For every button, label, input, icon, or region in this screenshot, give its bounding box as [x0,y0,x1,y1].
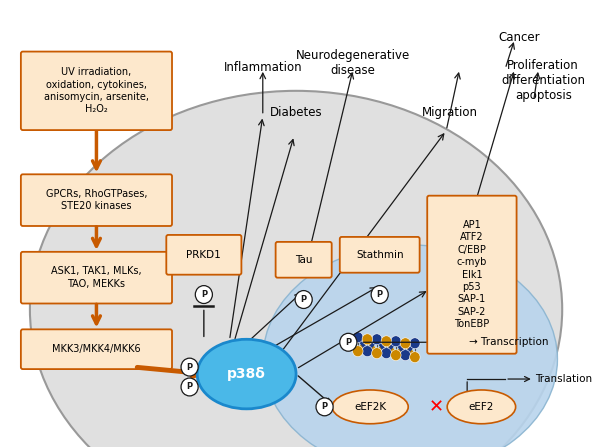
Text: Migration: Migration [422,106,478,119]
Text: Translation: Translation [535,374,592,384]
Circle shape [353,346,363,357]
FancyBboxPatch shape [21,329,172,369]
Text: AP1
ATF2
C/EBP
c-myb
Elk1
p53
SAP-1
SAP-2
TonEBP: AP1 ATF2 C/EBP c-myb Elk1 p53 SAP-1 SAP-… [454,220,490,329]
FancyBboxPatch shape [275,242,332,278]
Text: UV irradiation,
oxidation, cytokines,
anisomycin, arsenite,
H₂O₂: UV irradiation, oxidation, cytokines, an… [44,67,149,114]
Circle shape [353,332,363,343]
Text: P: P [187,383,193,392]
Text: p38δ: p38δ [227,367,266,381]
FancyBboxPatch shape [21,52,172,130]
Circle shape [410,338,420,349]
Circle shape [316,398,333,416]
Text: eEF2K: eEF2K [354,402,386,412]
Circle shape [362,346,373,357]
FancyBboxPatch shape [427,196,517,353]
FancyBboxPatch shape [21,174,172,226]
Text: ✕: ✕ [429,398,444,416]
FancyBboxPatch shape [21,252,172,303]
Text: → Transcription: → Transcription [469,337,548,347]
Circle shape [195,286,212,303]
Text: Proliferation
differentiation
apoptosis: Proliferation differentiation apoptosis [501,59,585,102]
Text: P: P [201,290,207,299]
Circle shape [340,333,357,351]
Circle shape [295,291,312,309]
Text: Stathmin: Stathmin [356,250,404,260]
Ellipse shape [30,91,562,448]
Ellipse shape [447,390,515,424]
Circle shape [410,352,420,362]
Text: Inflammation: Inflammation [223,61,302,74]
Text: P: P [377,290,383,299]
Text: eEF2: eEF2 [469,402,494,412]
FancyBboxPatch shape [340,237,419,273]
Ellipse shape [263,245,557,448]
Circle shape [381,336,392,347]
Text: P: P [345,338,352,347]
Text: MKK3/MKK4/MKK6: MKK3/MKK4/MKK6 [52,344,141,354]
Circle shape [371,348,382,359]
Text: Neurodegenerative
disease: Neurodegenerative disease [296,49,410,77]
Text: P: P [322,402,328,411]
Text: Tau: Tau [295,255,313,265]
Circle shape [181,378,198,396]
Circle shape [400,350,410,361]
Text: ASK1, TAK1, MLKs,
TAO, MEKKs: ASK1, TAK1, MLKs, TAO, MEKKs [51,267,142,289]
Text: Diabetes: Diabetes [270,106,322,119]
Text: PRKD1: PRKD1 [187,250,221,260]
FancyBboxPatch shape [166,235,241,275]
Circle shape [371,286,388,303]
Text: P: P [187,362,193,371]
Circle shape [181,358,198,376]
Text: GPCRs, RhoGTPases,
STE20 kinases: GPCRs, RhoGTPases, STE20 kinases [46,189,147,211]
Ellipse shape [332,390,408,424]
Circle shape [400,338,410,349]
Circle shape [371,334,382,345]
Circle shape [391,336,401,347]
Circle shape [362,334,373,345]
Text: P: P [301,295,307,304]
Text: Cancer: Cancer [499,31,540,44]
Circle shape [391,350,401,361]
Circle shape [381,348,392,359]
Ellipse shape [197,339,296,409]
